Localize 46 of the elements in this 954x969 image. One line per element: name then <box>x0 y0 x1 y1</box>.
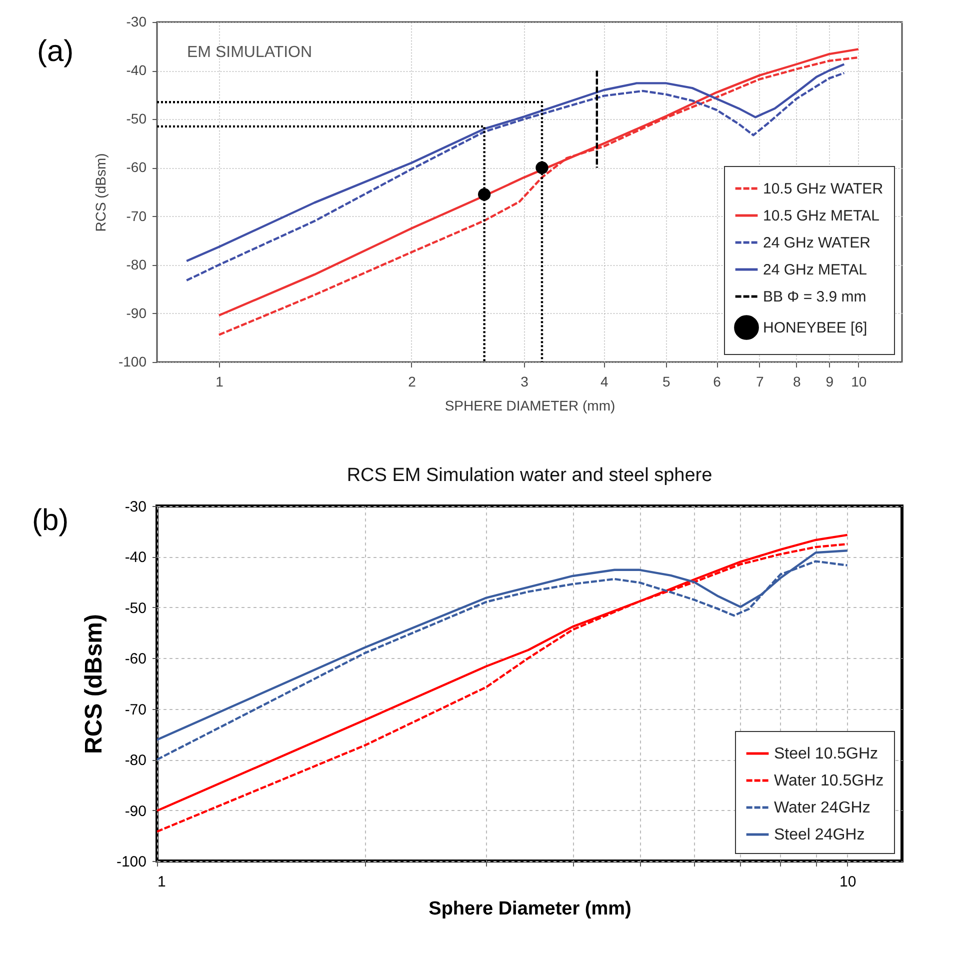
x-tick-label: 10 <box>851 374 867 390</box>
y-tick-label: -50 <box>124 600 146 617</box>
legend-label: HONEYBEE [6] <box>763 320 868 336</box>
legend-label: 10.5 GHz METAL <box>763 208 880 224</box>
y-tick-label: -90 <box>124 802 146 820</box>
x-tick-label: 3 <box>520 374 529 390</box>
x-tick-label: 6 <box>713 374 722 390</box>
y-tick-label: -50 <box>126 110 147 127</box>
legend-label: BB Φ = 3.9 mm <box>763 288 866 306</box>
legend-label: Steel 10.5GHz <box>774 746 878 762</box>
y-tick-label: -90 <box>126 304 147 321</box>
y-tick-label: -30 <box>126 14 147 30</box>
chart-title: RCS EM Simulation water and steel sphere <box>346 465 712 486</box>
x-tick-label: 2 <box>408 374 416 390</box>
x-tick-label: 7 <box>756 374 764 390</box>
y-tick-label: -80 <box>124 752 146 770</box>
legend-label: Water 24GHz <box>774 800 870 816</box>
y-tick-label: -30 <box>124 498 146 516</box>
y-tick-label: -40 <box>124 549 146 566</box>
y-tick-label: -100 <box>118 354 147 370</box>
annotation: EM SIMULATION <box>187 44 312 61</box>
y-axis-title: RCS (dBsm) <box>80 614 108 754</box>
x-tick-label: 10 <box>839 874 856 890</box>
text: (b) <box>32 504 69 537</box>
legend-label: Steel 24GHz <box>774 826 865 844</box>
y-axis-title: RCS (dBsm) <box>92 153 108 232</box>
y-tick-label: -100 <box>116 854 146 870</box>
legend-label: 24 GHz WATER <box>763 234 871 252</box>
x-axis-title: SPHERE DIAMETER (mm) <box>444 398 616 414</box>
x-tick-label: 9 <box>826 374 834 390</box>
text: (a) <box>37 35 74 68</box>
legend-label: Water 10.5GHz <box>774 772 884 790</box>
y-tick-label: -60 <box>126 159 147 176</box>
x-tick-label: 5 <box>662 374 671 390</box>
y-tick-label: -70 <box>124 701 146 718</box>
legend-label: 10.5 GHz WATER <box>763 180 884 198</box>
x-tick-label: 4 <box>600 374 609 390</box>
y-tick-label: -40 <box>126 62 147 78</box>
x-axis-title: Sphere Diameter (mm) <box>428 898 632 920</box>
y-tick-label: -70 <box>126 208 147 224</box>
x-tick-label: 1 <box>216 374 224 390</box>
y-tick-label: -80 <box>126 256 147 272</box>
x-tick-label: 1 <box>158 874 166 890</box>
x-tick-label: 8 <box>793 374 802 390</box>
legend-label: 24 GHz METAL <box>763 262 867 278</box>
y-tick-label: -60 <box>124 650 146 668</box>
